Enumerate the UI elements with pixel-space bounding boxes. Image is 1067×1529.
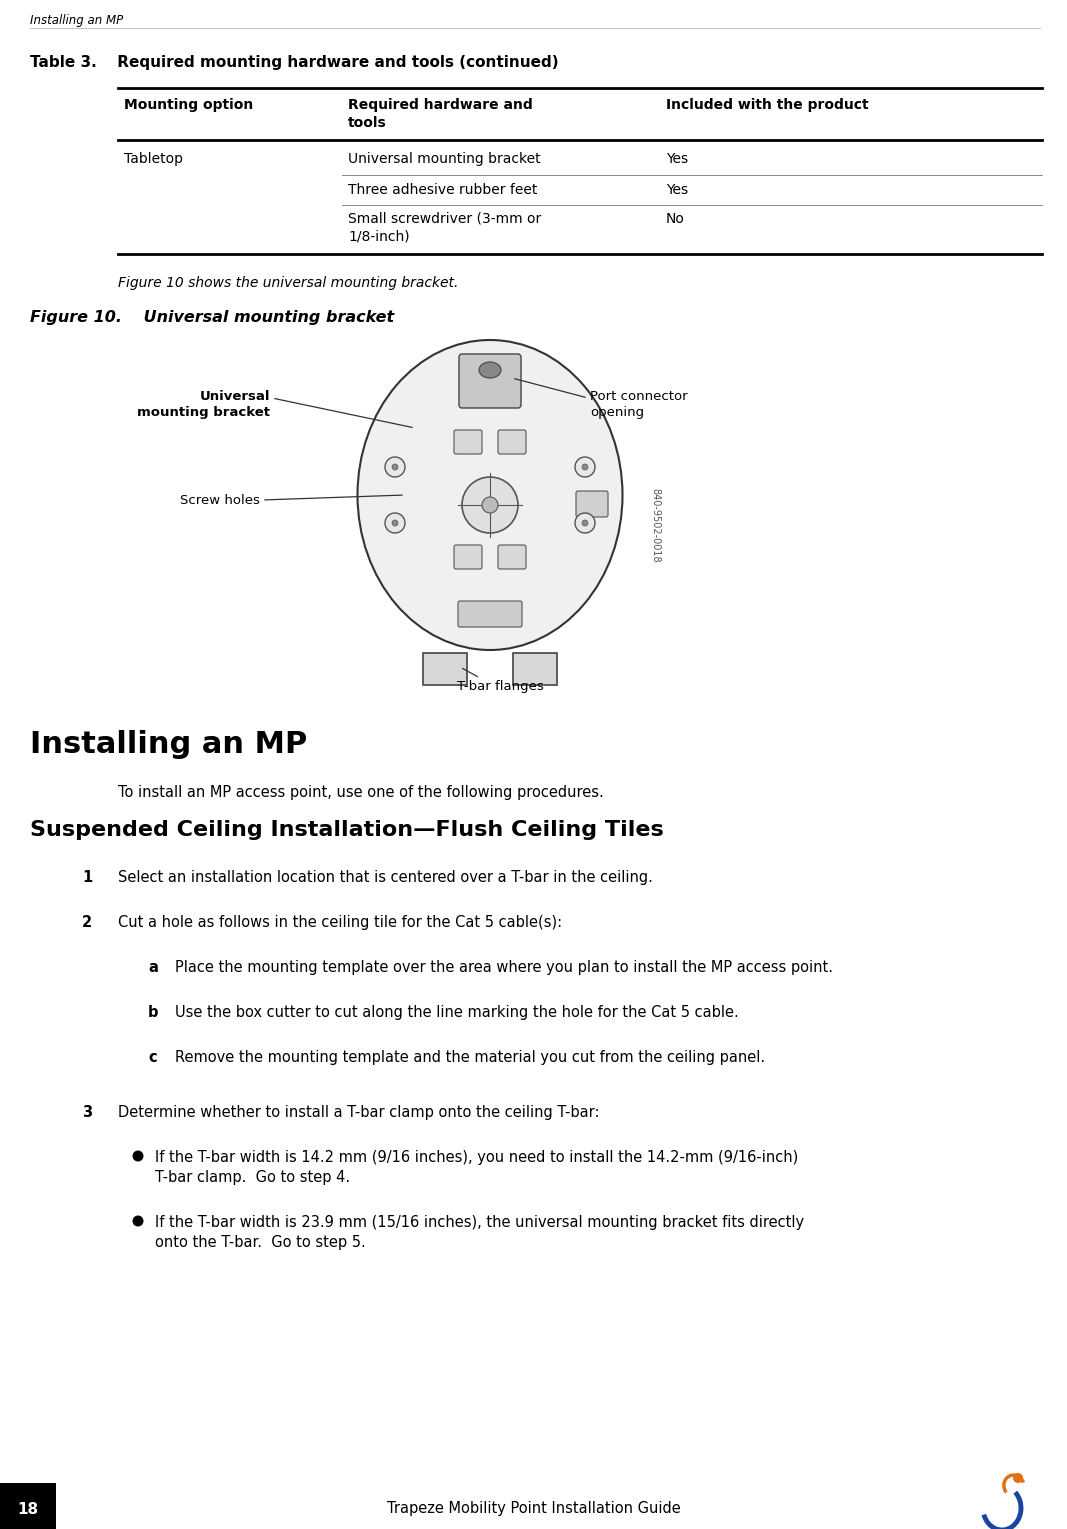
Text: Required hardware and
tools: Required hardware and tools xyxy=(348,98,532,130)
Text: 18: 18 xyxy=(17,1503,38,1517)
Text: If the T-bar width is 14.2 mm (9/16 inches), you need to install the 14.2-mm (9/: If the T-bar width is 14.2 mm (9/16 inch… xyxy=(155,1150,798,1185)
Text: To install an MP access point, use one of the following procedures.: To install an MP access point, use one o… xyxy=(118,784,604,800)
Text: Included with the product: Included with the product xyxy=(666,98,869,112)
FancyBboxPatch shape xyxy=(453,544,482,569)
Circle shape xyxy=(575,457,595,477)
Text: 2: 2 xyxy=(82,914,92,930)
Text: Figure 10 shows the universal mounting bracket.: Figure 10 shows the universal mounting b… xyxy=(118,277,459,291)
Text: Screw holes: Screw holes xyxy=(180,494,260,506)
Text: Remove the mounting template and the material you cut from the ceiling panel.: Remove the mounting template and the mat… xyxy=(175,1050,765,1066)
Text: c: c xyxy=(148,1050,157,1066)
Text: a: a xyxy=(148,960,158,976)
FancyBboxPatch shape xyxy=(459,355,521,408)
FancyBboxPatch shape xyxy=(453,430,482,454)
Text: b: b xyxy=(148,1005,159,1020)
FancyBboxPatch shape xyxy=(498,430,526,454)
Text: Trapeze Mobility Point Installation Guide: Trapeze Mobility Point Installation Guid… xyxy=(387,1500,681,1515)
FancyBboxPatch shape xyxy=(576,491,608,517)
Circle shape xyxy=(582,463,588,469)
Text: No: No xyxy=(666,213,685,226)
Text: Determine whether to install a T-bar clamp onto the ceiling T-bar:: Determine whether to install a T-bar cla… xyxy=(118,1105,600,1121)
Text: Small screwdriver (3-mm or
1/8-inch): Small screwdriver (3-mm or 1/8-inch) xyxy=(348,213,541,243)
Text: Suspended Ceiling Installation—Flush Ceiling Tiles: Suspended Ceiling Installation—Flush Cei… xyxy=(30,820,664,839)
Text: Port connector
opening: Port connector opening xyxy=(590,390,687,419)
Circle shape xyxy=(462,477,517,534)
Circle shape xyxy=(385,457,405,477)
Circle shape xyxy=(132,1216,143,1226)
Text: Installing an MP: Installing an MP xyxy=(30,14,124,28)
Text: Mounting option: Mounting option xyxy=(124,98,253,112)
Circle shape xyxy=(392,520,398,526)
Text: Cut a hole as follows in the ceiling tile for the Cat 5 cable(s):: Cut a hole as follows in the ceiling til… xyxy=(118,914,562,930)
Text: If the T-bar width is 23.9 mm (15/16 inches), the universal mounting bracket fit: If the T-bar width is 23.9 mm (15/16 inc… xyxy=(155,1216,805,1249)
Text: 3: 3 xyxy=(82,1105,92,1121)
Text: Yes: Yes xyxy=(666,151,688,167)
Circle shape xyxy=(582,520,588,526)
Ellipse shape xyxy=(479,362,501,378)
FancyBboxPatch shape xyxy=(458,601,522,627)
Text: Installing an MP: Installing an MP xyxy=(30,729,307,758)
Circle shape xyxy=(385,514,405,534)
Text: Place the mounting template over the area where you plan to install the MP acces: Place the mounting template over the are… xyxy=(175,960,833,976)
Text: Yes: Yes xyxy=(666,183,688,197)
Text: Table 3.  Required mounting hardware and tools (continued): Table 3. Required mounting hardware and … xyxy=(30,55,559,70)
Circle shape xyxy=(132,1150,143,1162)
Circle shape xyxy=(482,497,498,514)
Circle shape xyxy=(575,514,595,534)
Bar xyxy=(0,1483,55,1529)
FancyBboxPatch shape xyxy=(423,653,467,685)
FancyBboxPatch shape xyxy=(513,653,557,685)
Text: Universal mounting bracket: Universal mounting bracket xyxy=(348,151,541,167)
Text: Tabletop: Tabletop xyxy=(124,151,184,167)
Ellipse shape xyxy=(357,339,622,650)
Text: Universal
mounting bracket: Universal mounting bracket xyxy=(137,390,270,419)
Text: Three adhesive rubber feet: Three adhesive rubber feet xyxy=(348,183,538,197)
Text: T-bar flanges: T-bar flanges xyxy=(457,680,543,693)
Text: Select an installation location that is centered over a T-bar in the ceiling.: Select an installation location that is … xyxy=(118,870,653,885)
FancyBboxPatch shape xyxy=(498,544,526,569)
Text: 840-9502-0018: 840-9502-0018 xyxy=(650,488,660,563)
Text: Figure 10.  Universal mounting bracket: Figure 10. Universal mounting bracket xyxy=(30,310,394,326)
Text: Use the box cutter to cut along the line marking the hole for the Cat 5 cable.: Use the box cutter to cut along the line… xyxy=(175,1005,738,1020)
Text: 1: 1 xyxy=(82,870,92,885)
Circle shape xyxy=(392,463,398,469)
Circle shape xyxy=(1013,1472,1023,1483)
